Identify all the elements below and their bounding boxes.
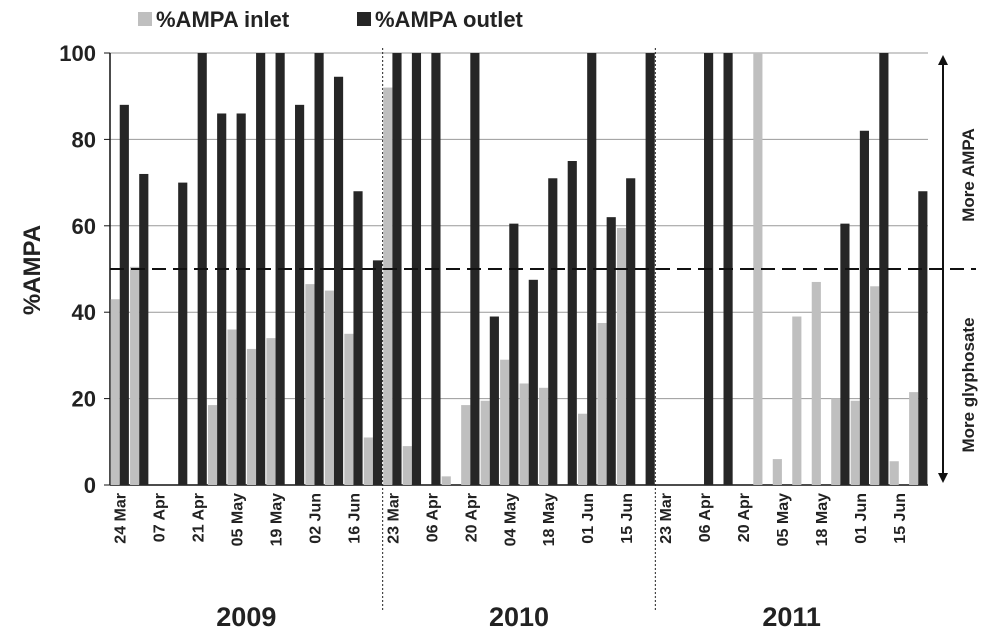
bar [792, 316, 802, 485]
y-tick-label: 60 [72, 214, 96, 239]
bar [246, 348, 257, 485]
group-label: 2010 [489, 602, 549, 632]
x-tick-label: 05 May [230, 493, 247, 546]
bar [840, 223, 850, 485]
x-tick-label: 19 May [269, 493, 286, 546]
y-tick-label: 0 [84, 473, 96, 498]
x-tick-label: 06 Apr [424, 493, 441, 542]
annotation: More AMPA [959, 128, 978, 222]
bar [616, 227, 627, 485]
x-tick-label: 24 Mar [113, 493, 130, 544]
y-tick-label: 100 [59, 41, 96, 66]
bar [626, 178, 636, 485]
group-label: 2009 [216, 602, 276, 632]
bar [879, 53, 889, 485]
bar [489, 316, 499, 485]
x-tick-label: 05 May [775, 493, 792, 546]
x-tick-label: 18 May [541, 493, 558, 546]
bar [519, 383, 529, 485]
bar [383, 87, 393, 485]
bar [548, 178, 558, 485]
bar [567, 161, 577, 485]
legend-label: %AMPA outlet [375, 7, 524, 32]
bar [461, 405, 471, 485]
bar [859, 130, 869, 485]
x-tick-label: 23 Mar [385, 493, 402, 544]
bar [831, 398, 841, 485]
y-axis-label: %AMPA [19, 225, 46, 315]
bar [597, 323, 607, 485]
bar [119, 104, 129, 485]
bar [333, 76, 344, 485]
y-tick-label: 20 [72, 387, 96, 412]
bar [480, 400, 490, 485]
legend-swatch [138, 12, 152, 26]
bar [500, 359, 510, 485]
bar [130, 266, 140, 485]
bar [314, 53, 324, 485]
bar [772, 459, 782, 485]
bar [509, 223, 519, 485]
bar [324, 290, 334, 485]
x-tick-label: 07 Apr [152, 493, 169, 542]
bar [227, 329, 237, 485]
bar [889, 461, 899, 485]
x-tick-label: 02 Jun [308, 493, 325, 544]
bar [363, 437, 373, 485]
x-tick-label: 15 Jun [892, 493, 909, 544]
bar [918, 191, 928, 486]
bar [441, 476, 451, 485]
bar [528, 279, 538, 485]
x-tick-label: 20 Apr [736, 493, 753, 542]
bar [870, 286, 880, 485]
bar [372, 260, 383, 485]
bar [344, 333, 354, 485]
x-tick-label: 21 Apr [191, 493, 208, 542]
annotation: More glyphosate [959, 317, 978, 452]
x-tick-label: 04 May [502, 493, 519, 546]
bar [606, 217, 616, 485]
bar [850, 400, 860, 485]
bar [353, 191, 363, 486]
bar [645, 53, 655, 485]
bar [217, 113, 227, 485]
x-tick-label: 18 May [814, 493, 831, 546]
bar [178, 182, 188, 485]
x-tick-label: 20 Apr [463, 493, 480, 542]
x-tick-label: 01 Jun [853, 493, 870, 544]
y-tick-label: 80 [72, 127, 96, 152]
x-tick-label: 23 Mar [658, 493, 675, 544]
bar [587, 53, 597, 485]
bar [578, 413, 588, 485]
x-tick-label: 01 Jun [580, 493, 597, 544]
bar [305, 284, 315, 485]
group-label: 2011 [762, 602, 821, 632]
bar [207, 405, 218, 485]
bar [295, 104, 305, 485]
x-tick-label: 16 Jun [346, 493, 363, 544]
bar [236, 113, 246, 485]
bar [811, 281, 821, 485]
x-tick-label: 15 Jun [619, 493, 636, 544]
bar [753, 53, 763, 485]
bar [402, 446, 412, 485]
legend-label: %AMPA inlet [156, 7, 290, 32]
bar [139, 173, 149, 485]
bar [539, 387, 549, 485]
legend-swatch [357, 12, 371, 26]
bar [266, 338, 276, 485]
bar [909, 392, 919, 485]
y-tick-label: 40 [72, 300, 96, 325]
x-tick-label: 06 Apr [697, 493, 714, 542]
bar [110, 299, 120, 485]
